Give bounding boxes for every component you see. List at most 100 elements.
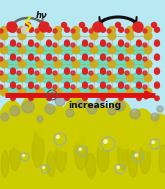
Circle shape [62,22,66,28]
Circle shape [90,60,98,68]
Ellipse shape [131,59,148,69]
Circle shape [35,71,39,75]
Circle shape [47,40,51,44]
Circle shape [108,46,116,54]
Ellipse shape [146,114,165,189]
Ellipse shape [0,118,17,150]
Circle shape [17,57,21,61]
Circle shape [119,96,123,101]
Circle shape [72,60,80,68]
Circle shape [71,85,75,89]
Circle shape [82,41,87,46]
Circle shape [126,88,134,96]
Circle shape [72,26,80,33]
Ellipse shape [140,143,150,173]
Bar [0,174,165,189]
Circle shape [126,60,134,68]
Circle shape [152,141,154,143]
Circle shape [11,54,15,59]
Circle shape [0,26,7,33]
Circle shape [37,116,43,122]
Circle shape [118,83,123,88]
Circle shape [18,74,26,82]
Ellipse shape [74,108,96,146]
Circle shape [101,96,105,101]
Circle shape [18,88,26,96]
Circle shape [80,22,84,28]
Circle shape [125,85,129,89]
Ellipse shape [34,124,62,189]
Ellipse shape [80,105,120,189]
Circle shape [0,57,3,61]
Ellipse shape [58,45,76,55]
Circle shape [115,101,125,111]
Circle shape [89,57,93,61]
Circle shape [137,82,141,87]
Circle shape [155,96,159,101]
Ellipse shape [113,59,130,69]
Circle shape [108,107,116,115]
Ellipse shape [40,73,58,83]
Ellipse shape [22,73,40,83]
Circle shape [36,60,44,68]
Circle shape [0,43,3,47]
Ellipse shape [22,45,40,55]
Circle shape [136,55,142,60]
Circle shape [155,40,159,44]
Circle shape [108,60,116,68]
Circle shape [29,55,33,60]
Ellipse shape [131,45,148,55]
Circle shape [144,32,152,40]
Circle shape [45,104,55,114]
Ellipse shape [10,137,20,171]
Circle shape [82,55,87,60]
Ellipse shape [97,140,109,172]
Circle shape [93,22,103,32]
Circle shape [23,155,25,157]
Ellipse shape [4,45,22,55]
Circle shape [29,54,33,59]
Circle shape [108,74,116,82]
Circle shape [29,40,33,44]
Circle shape [47,27,51,32]
Circle shape [82,27,87,32]
Ellipse shape [131,87,148,97]
Text: increasing: increasing [68,101,122,110]
Circle shape [144,60,152,68]
Ellipse shape [113,87,130,97]
Circle shape [107,43,111,47]
Circle shape [65,41,69,46]
Circle shape [119,40,123,44]
Circle shape [53,57,57,61]
Ellipse shape [4,73,22,83]
Ellipse shape [118,136,128,170]
Circle shape [36,32,44,40]
Ellipse shape [32,131,44,167]
Circle shape [72,88,80,96]
Circle shape [65,96,69,101]
Circle shape [54,60,62,68]
Circle shape [71,29,75,33]
Ellipse shape [56,97,100,189]
Circle shape [100,27,105,32]
Circle shape [154,69,160,74]
Circle shape [135,154,137,156]
Ellipse shape [74,135,88,170]
Circle shape [1,113,9,121]
Circle shape [144,88,152,96]
Circle shape [119,82,123,87]
Circle shape [143,43,147,47]
Circle shape [107,71,111,75]
Circle shape [100,55,105,60]
Circle shape [53,71,57,75]
Circle shape [11,82,15,87]
Ellipse shape [58,73,76,83]
Circle shape [143,57,147,61]
Circle shape [7,22,13,28]
Circle shape [66,109,74,117]
Circle shape [71,57,75,61]
Circle shape [65,40,69,44]
Circle shape [44,22,49,28]
Circle shape [29,41,33,46]
Circle shape [35,57,39,61]
